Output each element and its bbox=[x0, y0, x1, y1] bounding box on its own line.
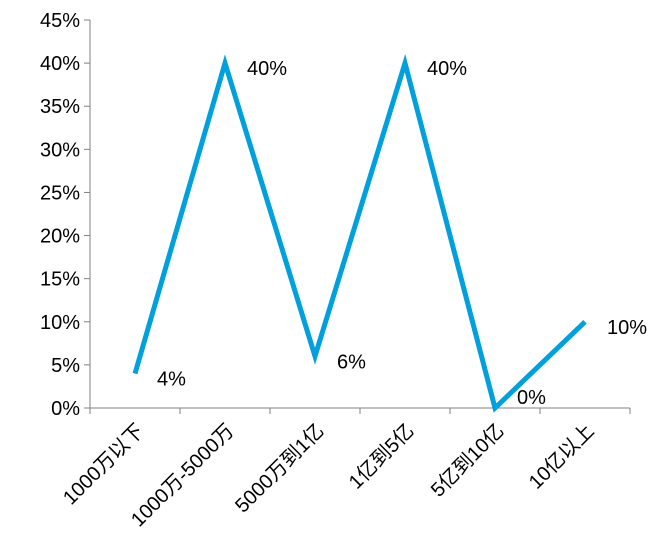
data-label: 6% bbox=[337, 351, 366, 373]
data-label: 40% bbox=[427, 58, 467, 80]
y-axis: 0% 5% 10% 15% 20% 25% 30% 35% 40% 45% bbox=[40, 10, 91, 420]
y-tick-label: 30% bbox=[40, 139, 80, 161]
y-tick-label: 15% bbox=[40, 269, 80, 291]
y-tick-label: 35% bbox=[40, 96, 80, 118]
x-tick-label: 1000万以下 bbox=[59, 420, 148, 509]
y-tick-label: 40% bbox=[40, 53, 80, 75]
y-tick-label: 10% bbox=[40, 312, 80, 334]
data-label: 0% bbox=[517, 387, 546, 409]
y-tick-label: 20% bbox=[40, 226, 80, 248]
x-tick-label: 5亿到10亿 bbox=[426, 419, 508, 501]
x-tick-label: 5000万到1亿 bbox=[231, 419, 329, 517]
data-labels-layer: 4% 40% 6% 40% 0% 10% bbox=[157, 58, 647, 409]
x-tick-label: 10亿以上 bbox=[524, 419, 598, 493]
data-label: 4% bbox=[157, 369, 186, 391]
x-tick-label: 1亿到5亿 bbox=[344, 419, 418, 493]
data-label: 40% bbox=[247, 58, 287, 80]
y-tick-label: 0% bbox=[51, 398, 80, 420]
series-line bbox=[132, 53, 587, 413]
data-label: 10% bbox=[607, 317, 647, 339]
y-tick-label: 25% bbox=[40, 182, 80, 204]
y-tick-label: 45% bbox=[40, 10, 80, 32]
series-layer bbox=[132, 53, 587, 413]
y-tick-label: 5% bbox=[51, 355, 80, 377]
